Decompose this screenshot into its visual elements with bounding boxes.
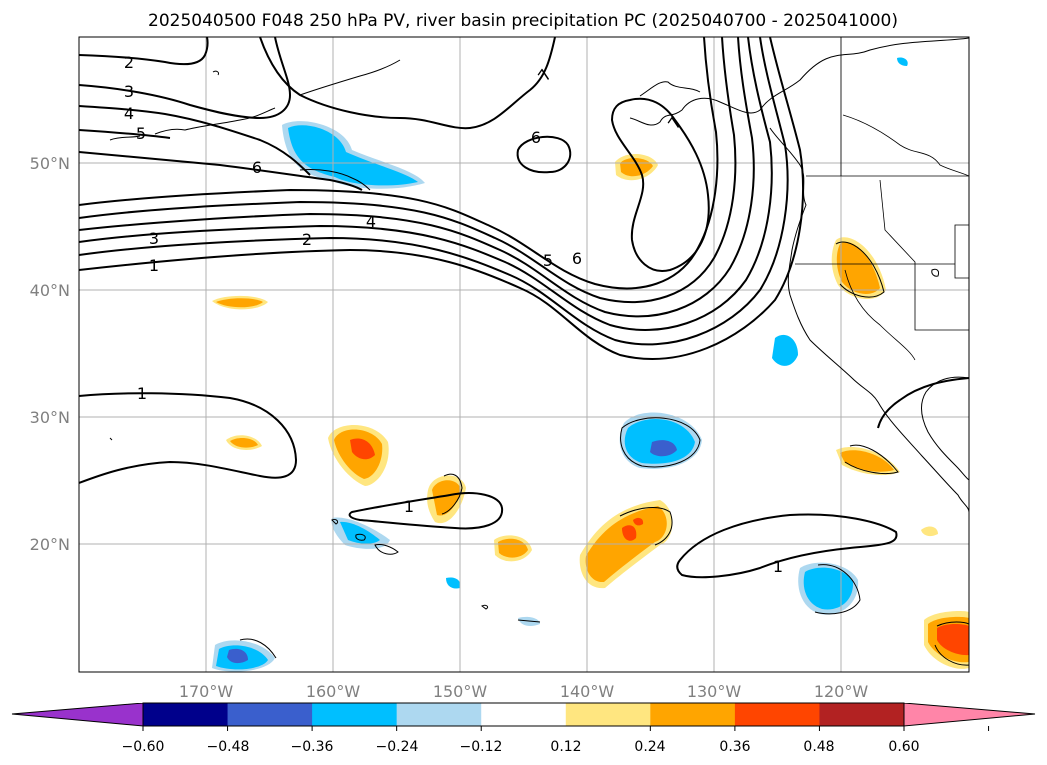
contour-label: 6 <box>531 128 541 147</box>
pv-contour-7-ridge <box>259 37 556 130</box>
pv-contour-2-zonal <box>79 37 209 66</box>
pv-contour-1-north <box>79 37 804 360</box>
lon-tick-label: 150°W <box>433 682 488 701</box>
pv-contour-6-zonal <box>79 151 363 191</box>
lon-tick-label: 140°W <box>560 682 615 701</box>
colorbar-segment <box>143 703 229 726</box>
contour-label: 4 <box>124 104 134 123</box>
contour-label: 5 <box>543 251 553 270</box>
lat-tick-label: 20°N <box>30 535 70 554</box>
colorbar-segment <box>481 703 567 726</box>
pv-contour-5-zonal <box>79 129 171 139</box>
colorbar-tick-label: 0.36 <box>719 739 750 755</box>
lon-tick-label: 120°W <box>814 682 869 701</box>
contour-label: 5 <box>136 124 146 143</box>
colorbar-tick-labels: −0.60 −0.48 −0.36 −0.24 −0.12 0.12 0.24 … <box>122 739 920 755</box>
pv-contour-4-zonal <box>79 105 311 176</box>
lon-tick-label: 130°W <box>687 682 742 701</box>
map-title: 2025040500 F048 250 hPa PV, river basin … <box>148 11 898 31</box>
contour-label: 6 <box>252 158 262 177</box>
colorbar-tick-label: −0.36 <box>291 739 334 755</box>
colorbar-tick-label: 0.60 <box>888 739 919 755</box>
contour-label: 4 <box>366 212 376 231</box>
latitude-tick-labels: 50°N 40°N 30°N 20°N <box>30 154 70 554</box>
pv-contour-6-closed <box>516 135 572 174</box>
pv-contour-6-north <box>79 37 719 290</box>
pv-contour-2 <box>79 37 789 346</box>
longitude-tick-labels: 170°W 160°W 150°W 140°W 130°W 120°W <box>179 682 869 701</box>
colorbar-tick-label: −0.12 <box>460 739 503 755</box>
pv-contour-7-trough <box>610 97 710 272</box>
political-borders <box>795 37 969 361</box>
contour-label: 3 <box>149 229 159 248</box>
colorbar-segment <box>819 703 905 726</box>
pv-contour-5 <box>79 37 737 304</box>
lat-tick-label: 50°N <box>30 154 70 173</box>
colorbar-segment <box>227 703 313 726</box>
lon-tick-label: 170°W <box>179 682 234 701</box>
lat-tick-label: 30°N <box>30 408 70 427</box>
pv-contour-4 <box>79 37 755 318</box>
pv-contour-1-subtropical-west <box>79 392 298 484</box>
map-panel: 2 3 4 5 6 4 3 2 1 5 6 6 7 7 1 1 1 170 <box>30 36 970 701</box>
pv-contours <box>79 37 969 579</box>
pv-contour-1-subtropical-east <box>676 513 898 579</box>
colorbar-segment <box>734 703 820 726</box>
contour-label: 6 <box>572 249 582 268</box>
contour-label: 1 <box>404 497 414 516</box>
colorbar-extend-low <box>12 703 143 726</box>
colorbar-segments <box>12 703 1035 726</box>
contour-label: 3 <box>124 82 134 101</box>
contour-label: 2 <box>302 230 312 249</box>
pv-contour-1-subtropical-mid <box>348 492 504 530</box>
colorbar-segment <box>312 703 398 726</box>
contour-label: 1 <box>149 256 159 275</box>
lat-tick-label: 40°N <box>30 281 70 300</box>
colorbar-segment <box>396 703 482 726</box>
pc-contour-outlines <box>239 169 969 666</box>
contour-label: 1 <box>137 384 147 403</box>
colorbar-tick-label: −0.48 <box>207 739 250 755</box>
colorbar-extend-high <box>904 703 1035 726</box>
colorbar-tick-label: 0.12 <box>550 739 581 755</box>
map-frame <box>78 36 970 673</box>
colorbar-segment <box>565 703 651 726</box>
colorbar-tick-marks <box>142 726 990 731</box>
colorbar-tick-label: 0.24 <box>634 739 665 755</box>
colorbar: −0.60 −0.48 −0.36 −0.24 −0.12 0.12 0.24 … <box>11 702 1036 755</box>
colorbar-segment <box>650 703 736 726</box>
contour-label: 1 <box>773 557 783 576</box>
pv-contour-1-coast <box>877 377 969 429</box>
colorbar-tick-label: 0.48 <box>803 739 834 755</box>
pv-contour-3 <box>79 37 773 331</box>
colorbar-tick-label: −0.60 <box>122 739 165 755</box>
contour-label: 2 <box>124 53 134 72</box>
lon-tick-label: 160°W <box>306 682 361 701</box>
colorbar-tick-label: −0.24 <box>376 739 419 755</box>
